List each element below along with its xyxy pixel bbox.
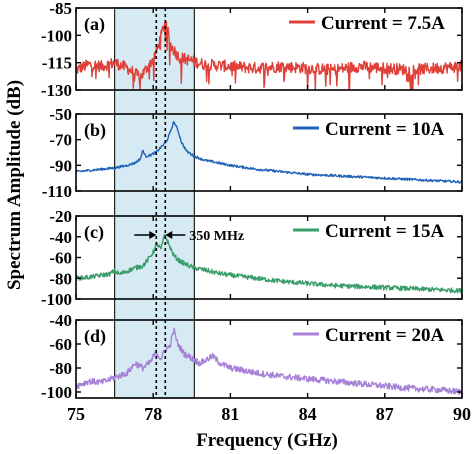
panel-label: (a) — [84, 14, 105, 35]
annotation-label: 350 MHz — [189, 229, 244, 244]
x-tick-label: 75 — [67, 404, 85, 424]
panel-d: -40 -60 -80 -100 (d) Current = 20A — [41, 311, 463, 402]
series-line-c — [75, 233, 463, 294]
y-tick-label: -40 — [49, 228, 72, 247]
y-tick-label: -50 — [49, 105, 72, 124]
annotation-arrowhead-left — [149, 231, 157, 239]
y-tick-label: -90 — [49, 156, 72, 175]
legend-label: Current = 7.5A — [321, 13, 445, 34]
annotation-arrowhead-right — [165, 231, 173, 239]
y-tick-label: -110 — [42, 182, 72, 201]
legend-label: Current = 15A — [325, 221, 444, 242]
series-line-a — [75, 20, 463, 90]
legend-label: Current = 20A — [325, 325, 444, 346]
y-tick-label: -60 — [49, 335, 72, 354]
vertical-markers-layer — [155, 8, 167, 398]
y-tick-label: -100 — [41, 26, 72, 45]
panel-label: (c) — [84, 222, 104, 243]
y-tick-label: -85 — [49, 0, 72, 18]
panels-layer: -85 -100 -115 -130 (a) Current = 7.5A -50 -70 -9… — [41, 0, 463, 402]
panel-label: (b) — [84, 120, 106, 141]
y-tick-label: -115 — [42, 54, 72, 73]
y-tick-label: -40 — [49, 311, 72, 330]
y-tick-label: -60 — [49, 249, 72, 268]
x-axis: 75 78 81 84 87 90 — [67, 404, 471, 424]
y-tick-label: -130 — [41, 81, 72, 100]
x-tick-label: 87 — [376, 404, 394, 424]
y-tick-label: -100 — [41, 383, 72, 402]
panel-b: -50 -70 -90 -110 (b) Current = 10A — [42, 105, 463, 201]
panel-frame — [75, 7, 463, 91]
x-tick-label: 78 — [144, 404, 162, 424]
x-tick-label: 90 — [453, 404, 471, 424]
series-line-b — [75, 120, 463, 184]
panel-a: -85 -100 -115 -130 (a) Current = 7.5A — [41, 0, 463, 100]
panel-c: -20 -40 -60-80 -100 (c) Current = 15A 350 MHz — [41, 207, 463, 309]
y-tick-label: -80 — [49, 269, 72, 288]
legend-label: Current = 10A — [325, 119, 444, 140]
y-axis-title: Spectrum Amplitude (dB) — [4, 80, 25, 290]
x-axis-title: Frequency (GHz) — [196, 430, 338, 451]
panel-frame — [75, 113, 463, 192]
x-tick-label: 81 — [221, 404, 239, 424]
y-tick-label: -80 — [49, 359, 72, 378]
y-tick-label: -100 — [41, 290, 72, 309]
y-tick-label: -20 — [49, 207, 72, 226]
panel-frame — [75, 319, 463, 399]
panel-label: (d) — [84, 326, 106, 347]
series-line-d — [75, 327, 463, 396]
y-tick-label: -70 — [49, 131, 72, 150]
x-tick-label: 84 — [299, 404, 317, 424]
